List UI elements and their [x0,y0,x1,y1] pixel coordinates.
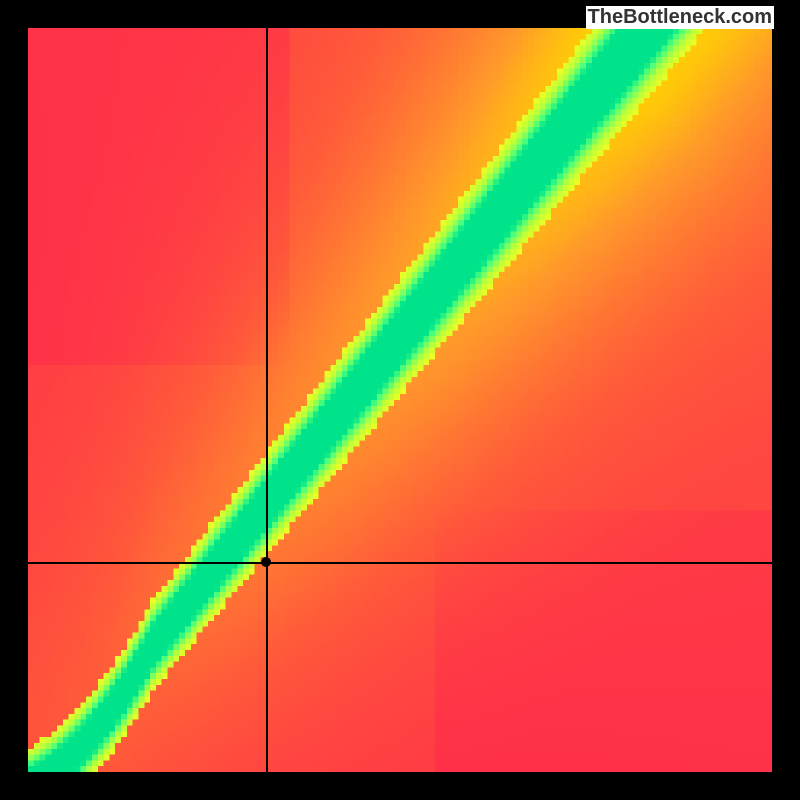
plot-area [28,28,772,772]
crosshair-vertical [266,28,268,772]
bottleneck-heatmap [28,28,772,772]
selected-point-marker [261,557,271,567]
figure-frame: TheBottleneck.com [0,0,800,800]
crosshair-horizontal [28,562,772,564]
watermark-text: TheBottleneck.com [586,6,774,29]
